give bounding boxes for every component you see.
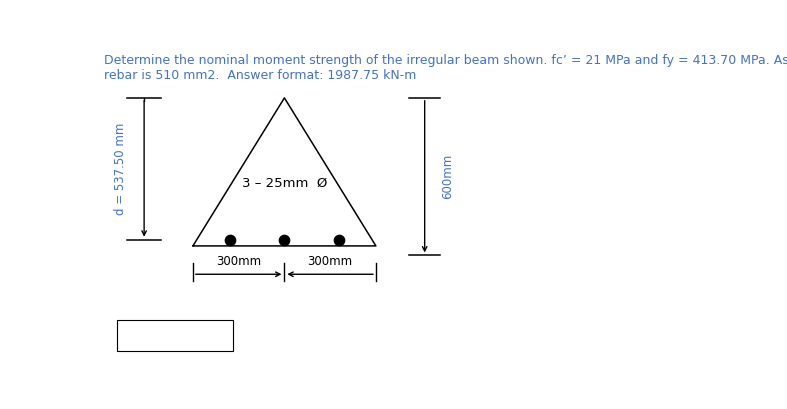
Bar	[116, 320, 233, 351]
Text: 300mm: 300mm	[308, 255, 353, 268]
Point	[333, 236, 345, 243]
Text: d = 537.50 mm: d = 537.50 mm	[114, 123, 127, 215]
Text: 300mm: 300mm	[216, 255, 261, 268]
Text: 3 – 25mm  Ø: 3 – 25mm Ø	[242, 176, 327, 189]
Text: Determine the nominal moment strength of the irregular beam shown. fc’ = 21 MPa : Determine the nominal moment strength of…	[105, 54, 787, 82]
Text: 600mm: 600mm	[442, 154, 454, 199]
Point	[224, 236, 236, 243]
Point	[278, 236, 290, 243]
